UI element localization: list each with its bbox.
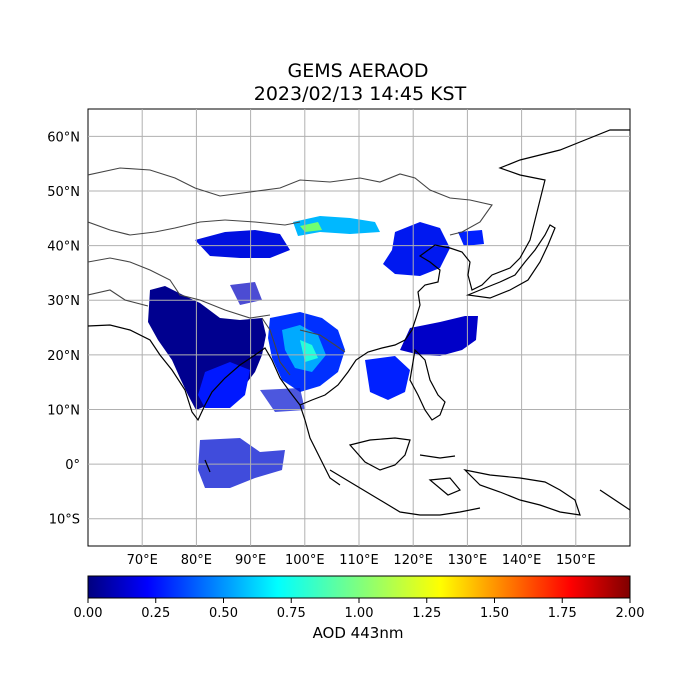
colorbar-label: AOD 443nm bbox=[312, 624, 404, 642]
aod-region-indian-ocean bbox=[198, 438, 285, 488]
y-tick-label: 40°N bbox=[47, 240, 80, 255]
aod-region-philippine-sea bbox=[400, 316, 478, 356]
colorbar-tick-label: 1.75 bbox=[548, 606, 577, 621]
colorbar-tick-label: 1.50 bbox=[480, 606, 509, 621]
aod-region-bay-of-bengal bbox=[260, 388, 305, 412]
y-axis-ticks: 60°N 50°N 40°N 30°N 20°N 10°N 0° 10°S bbox=[47, 130, 80, 527]
x-tick-label: 130°E bbox=[448, 553, 488, 568]
map-gridlines bbox=[88, 109, 630, 546]
colorbar-ticks: 0.00 0.25 0.50 0.75 1.00 1.25 1.50 1.75 2.00 bbox=[74, 598, 645, 621]
aod-region-tibet-edge bbox=[230, 282, 262, 305]
y-tick-label: 10°S bbox=[49, 513, 80, 528]
aod-data-layer bbox=[148, 216, 484, 488]
x-tick-label: 110°E bbox=[339, 553, 379, 568]
y-tick-label: 0° bbox=[65, 458, 80, 473]
y-tick-label: 60°N bbox=[47, 130, 80, 145]
y-tick-label: 30°N bbox=[47, 294, 80, 309]
aod-region-north-china bbox=[195, 230, 290, 258]
x-tick-label: 100°E bbox=[285, 553, 325, 568]
coastlines bbox=[88, 129, 630, 516]
x-tick-label: 140°E bbox=[502, 553, 542, 568]
colorbar-tick-label: 0.50 bbox=[209, 606, 238, 621]
x-tick-label: 80°E bbox=[181, 553, 212, 568]
colorbar bbox=[87, 575, 631, 599]
y-tick-label: 50°N bbox=[47, 185, 80, 200]
y-tick-label: 10°N bbox=[47, 403, 80, 418]
map-title: GEMS AERAOD bbox=[287, 60, 429, 82]
x-tick-label: 120°E bbox=[393, 553, 433, 568]
country-borders bbox=[88, 167, 493, 376]
map-subtitle-datetime: 2023/02/13 14:45 KST bbox=[253, 83, 467, 105]
colorbar-tick-label: 0.75 bbox=[277, 606, 306, 621]
colorbar-tick-label: 2.00 bbox=[616, 606, 645, 621]
x-tick-label: 90°E bbox=[235, 553, 266, 568]
colorbar-tick-label: 0.25 bbox=[141, 606, 170, 621]
x-tick-label: 70°E bbox=[127, 553, 158, 568]
colorbar-tick-label: 1.00 bbox=[345, 606, 374, 621]
aod-region-korea bbox=[458, 230, 484, 246]
aod-region-green-patch bbox=[300, 222, 322, 232]
x-tick-label: 150°E bbox=[556, 553, 596, 568]
x-axis-ticks: 70°E 80°E 90°E 100°E 110°E 120°E 130°E 140°E 150… bbox=[127, 553, 596, 568]
aod-region-mongolia-border bbox=[293, 216, 380, 236]
aod-region-northeast-china bbox=[383, 222, 450, 276]
colorbar-tick-label: 0.00 bbox=[74, 606, 103, 621]
colorbar-tick-label: 1.25 bbox=[412, 606, 441, 621]
aod-region-bengal bbox=[198, 362, 250, 408]
y-tick-label: 20°N bbox=[47, 349, 80, 364]
aod-region-south-china-sea bbox=[365, 356, 410, 400]
